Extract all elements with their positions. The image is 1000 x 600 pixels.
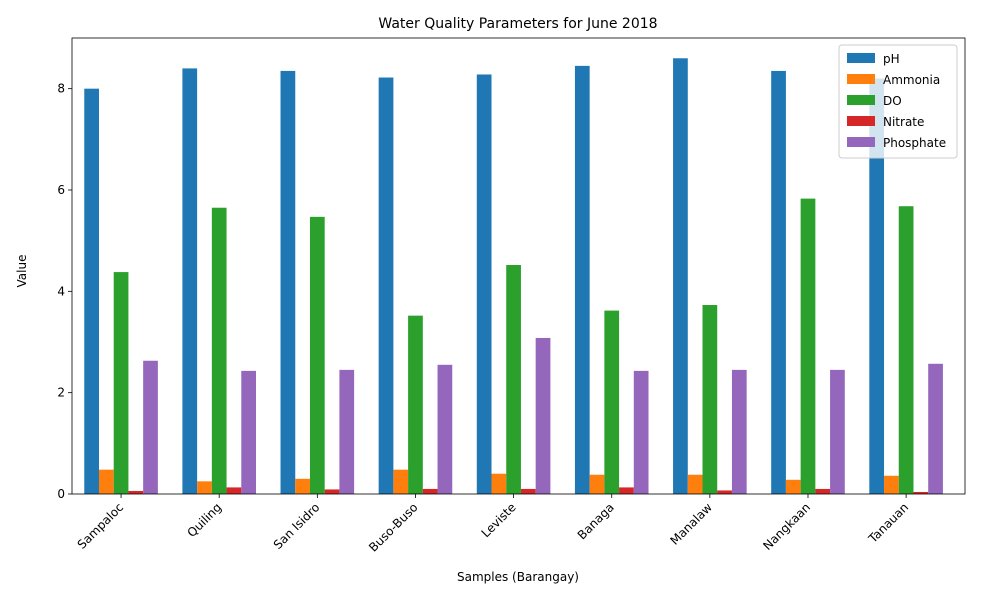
bar-do-tanauan <box>898 206 914 494</box>
x-tick-label: Buso-Buso <box>366 500 420 554</box>
y-tick-label: 8 <box>57 82 65 96</box>
bar-ph-quiling <box>182 68 198 495</box>
legend-label-phosphate: Phosphate <box>883 136 946 150</box>
bar-ammonia-buso-buso <box>393 469 409 494</box>
bar-nitrate-sampaloc <box>128 490 144 494</box>
x-tick-label: Tanauan <box>865 500 911 546</box>
bar-do-sampaloc <box>113 272 129 494</box>
legend-swatch-ammonia <box>847 74 875 84</box>
legend-box <box>838 44 958 159</box>
bar-ph-leviste <box>476 74 492 494</box>
x-tick-label: Banaga <box>575 500 617 542</box>
bar-do-quiling <box>211 207 227 495</box>
legend-label-do: DO <box>883 94 902 108</box>
bar-phosphate-quiling <box>241 370 256 494</box>
bar-nitrate-tanauan <box>913 491 929 494</box>
bar-ph-sampaloc <box>84 88 99 495</box>
bar-ammonia-nangkaan <box>785 479 801 494</box>
bar-ph-tanauan <box>869 78 885 494</box>
bar-do-nangkaan <box>800 198 816 495</box>
bar-do-san-isidro <box>309 216 325 494</box>
y-tick-label: 4 <box>57 284 65 298</box>
bar-ammonia-leviste <box>491 473 507 494</box>
legend-swatch-do <box>847 95 875 105</box>
bar-nitrate-san-isidro <box>324 489 340 494</box>
bar-nitrate-manalaw <box>717 490 732 494</box>
bar-ph-nangkaan <box>771 70 786 495</box>
bar-phosphate-sampaloc <box>143 360 158 494</box>
bar-nitrate-banaga <box>619 487 634 494</box>
bar-ph-buso-buso <box>378 77 394 495</box>
legend: pH Ammonia DO Nitrate Phosphate <box>838 44 958 159</box>
legend-label-ph: pH <box>883 52 900 66</box>
legend-label-nitrate: Nitrate <box>883 115 924 129</box>
bar-ammonia-quiling <box>197 481 212 494</box>
bar-ammonia-san-isidro <box>295 478 310 494</box>
bar-nitrate-quiling <box>226 487 242 494</box>
bar-phosphate-tanauan <box>928 363 943 494</box>
bar-ph-san-isidro <box>280 70 296 495</box>
bar-ammonia-banaga <box>589 474 605 494</box>
bar-do-buso-buso <box>408 315 423 494</box>
chart-title: Water Quality Parameters for June 2018 <box>378 16 657 32</box>
x-tick-label: San Isidro <box>271 500 323 552</box>
bar-phosphate-leviste <box>535 337 551 494</box>
bar-do-banaga <box>604 310 620 494</box>
legend-label-ammonia: Ammonia <box>883 73 940 87</box>
bar-ph-manalaw <box>673 58 688 495</box>
bar-phosphate-banaga <box>633 370 649 494</box>
bar-phosphate-manalaw <box>731 369 747 494</box>
legend-swatch-phosphate <box>847 137 875 147</box>
bar-do-manalaw <box>702 305 718 494</box>
bar-ph-banaga <box>574 65 590 495</box>
x-tick-label: Quiling <box>185 500 225 540</box>
x-axis-label: Samples (Barangay) <box>457 570 579 584</box>
bar-nitrate-nangkaan <box>815 488 831 494</box>
bar-ammonia-manalaw <box>687 474 703 494</box>
bar-nitrate-leviste <box>520 488 536 494</box>
x-tick-label: Manalaw <box>667 500 715 548</box>
bar-phosphate-buso-buso <box>437 364 453 494</box>
bar-do-leviste <box>506 264 521 494</box>
bars-group <box>84 58 943 495</box>
bar-phosphate-san-isidro <box>339 369 355 494</box>
plot-frame <box>71 37 966 495</box>
bar-ammonia-sampaloc <box>98 469 114 494</box>
y-axis-label: Value <box>15 255 29 288</box>
legend-swatch-nitrate <box>847 116 875 126</box>
y-tick-label: 6 <box>57 183 65 197</box>
y-tick-label: 2 <box>57 386 65 400</box>
bar-phosphate-nangkaan <box>830 369 845 494</box>
x-tick-label: Leviste <box>479 500 519 540</box>
y-tick-label: 0 <box>57 487 65 501</box>
legend-swatch-ph <box>847 53 875 63</box>
x-tick-label: Nangkaan <box>760 500 813 553</box>
bar-nitrate-buso-buso <box>422 488 438 494</box>
x-tick-label: Sampaloc <box>75 500 127 552</box>
bar-ammonia-tanauan <box>884 475 899 494</box>
